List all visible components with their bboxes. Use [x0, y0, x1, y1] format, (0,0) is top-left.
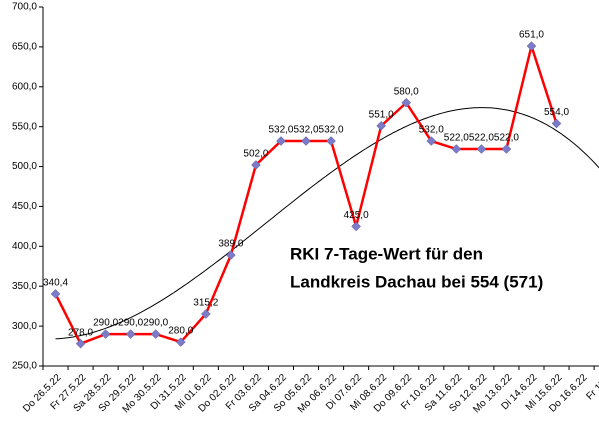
y-tick-label: 700,0: [12, 2, 37, 13]
data-label: 278,0: [68, 327, 93, 338]
data-label: 522,0: [494, 133, 519, 144]
data-label: 290,0: [143, 318, 168, 329]
marker: [276, 136, 286, 146]
data-label: 551,0: [369, 110, 394, 121]
data-label: 651,0: [519, 30, 544, 41]
marker: [476, 144, 487, 154]
data-line: [54, 41, 558, 346]
marker: [426, 136, 437, 146]
marker: [526, 41, 537, 51]
marker: [501, 144, 512, 154]
marker: [200, 309, 211, 319]
marker: [75, 338, 86, 349]
marker: [125, 329, 136, 339]
y-tick-label: 500,0: [12, 161, 37, 172]
marker: [351, 221, 361, 232]
y-tick-label: 650,0: [12, 42, 37, 53]
y-tick-label: 350,0: [12, 281, 37, 292]
data-label: 532,0: [419, 125, 444, 136]
data-label: 290,0: [93, 318, 118, 329]
data-label: 315,2: [193, 298, 218, 309]
data-label: 532,0: [319, 125, 344, 136]
marker: [451, 144, 462, 154]
y-tick-label: 300,0: [12, 321, 37, 332]
marker: [150, 329, 161, 339]
data-label: 532,0: [268, 125, 293, 136]
marker: [551, 118, 562, 129]
marker: [401, 97, 412, 108]
y-tick-label: 450,0: [12, 201, 37, 212]
data-label: 532,0: [294, 125, 319, 136]
marker: [326, 136, 336, 146]
data-label: 580,0: [394, 86, 419, 97]
marker: [251, 160, 261, 170]
y-tick-label: 600,0: [12, 81, 37, 92]
marker: [100, 329, 111, 339]
marker: [301, 136, 311, 146]
data-label: 280,0: [168, 326, 193, 337]
data-label: 290,0: [118, 318, 143, 329]
marker: [226, 250, 236, 260]
annotation: Landkreis Dachau bei 554 (571): [290, 272, 543, 291]
data-label: 425,0: [344, 210, 369, 221]
marker: [376, 121, 387, 131]
marker: [175, 337, 186, 347]
data-label: 502,0: [243, 149, 268, 160]
marker: [50, 289, 61, 299]
y-tick-label: 250,0: [12, 361, 37, 372]
x-tick-label: Fr 17.6: [584, 372, 599, 402]
annotation: RKI 7-Tage-Wert für den: [290, 244, 483, 263]
y-tick-label: 400,0: [12, 241, 37, 252]
y-tick-label: 550,0: [12, 121, 37, 132]
data-label: 522,0: [444, 133, 469, 144]
data-label: 340,4: [43, 278, 68, 289]
data-label: 522,0: [469, 133, 494, 144]
data-label: 554,0: [544, 107, 569, 118]
data-label: 389,0: [218, 239, 243, 250]
